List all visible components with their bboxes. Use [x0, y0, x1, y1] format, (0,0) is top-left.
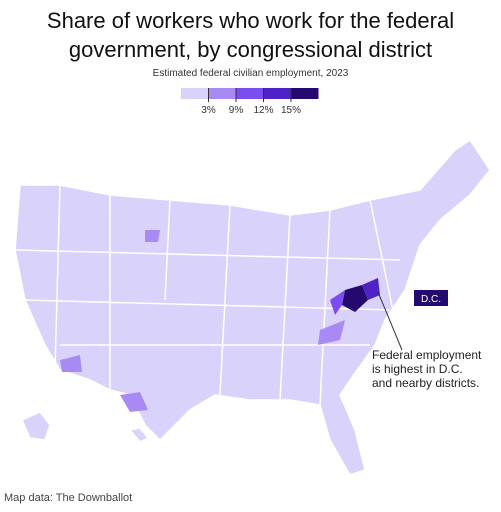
- legend-swatch: [263, 88, 291, 99]
- legend-swatch: [208, 88, 236, 99]
- source: Map data: The Downballot: [4, 492, 133, 504]
- district-shape: [362, 278, 380, 300]
- dc-box: [414, 290, 448, 306]
- legend-tick-label: 3%: [201, 105, 216, 116]
- district-shape: [318, 320, 345, 345]
- district-shape: [145, 230, 160, 242]
- annotation-line: [377, 291, 403, 351]
- hawaii: [128, 427, 150, 443]
- legend-swatch: [236, 88, 264, 99]
- annotation: Federal employment is highest in D.C. an…: [372, 348, 482, 390]
- legend: 3% 9% 12% 15%: [181, 88, 319, 116]
- us-map: [14, 138, 491, 476]
- legend-tick-label: 9%: [229, 105, 244, 116]
- title: Share of workers who work for the federa…: [46, 8, 455, 62]
- legend-swatch: [291, 88, 319, 99]
- district-shape: [330, 290, 345, 315]
- legend-tick-label: 15%: [281, 105, 301, 116]
- legend-tick-label: 12%: [253, 105, 273, 116]
- alaska: [21, 411, 51, 441]
- high-share-districts: [60, 230, 380, 412]
- state-borders: [14, 184, 401, 406]
- district-shape: [120, 392, 148, 412]
- subtitle: Estimated federal civilian employment, 2…: [152, 68, 349, 79]
- district-shape: [342, 285, 368, 312]
- contiguous-us: [14, 138, 491, 476]
- dc-label: D.C.: [421, 294, 441, 305]
- district-shape: [60, 355, 82, 372]
- legend-swatch: [181, 88, 209, 99]
